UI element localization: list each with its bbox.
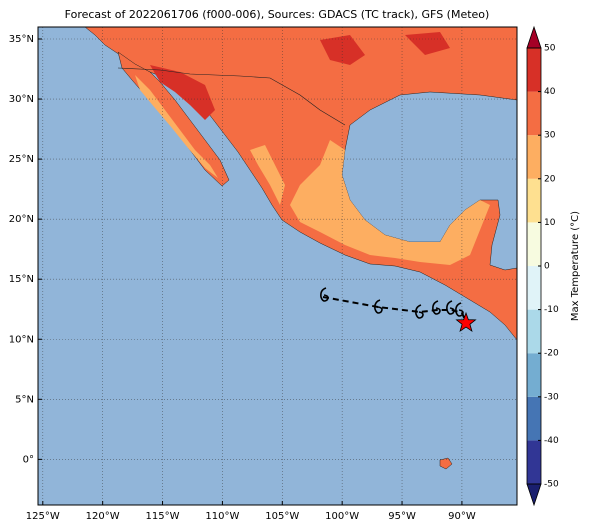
colorbar-segment xyxy=(527,48,541,92)
colorbar-tick-label: 50 xyxy=(544,44,556,54)
lat-tick-label: 25°N xyxy=(9,154,34,165)
tc-position-star xyxy=(455,311,477,333)
colorbar-segment xyxy=(527,440,541,484)
colorbar-segment xyxy=(527,222,541,266)
island xyxy=(439,457,453,470)
lat-tick-label: 35°N xyxy=(9,34,34,45)
colorbar-tick-label: -30 xyxy=(544,392,559,402)
lon-tick-label: 110°W xyxy=(205,511,239,522)
warm-zone xyxy=(135,75,218,178)
warm-zone xyxy=(290,140,490,265)
lon-tick-label: 115°W xyxy=(146,511,180,522)
colorbar-segment xyxy=(527,178,541,223)
colorbar-tick-label: -40 xyxy=(544,436,559,446)
hot-zone xyxy=(320,35,365,65)
colorbar-segment xyxy=(527,91,541,136)
lon-tick-label: 105°W xyxy=(265,511,299,522)
lat-tick-label: 20°N xyxy=(9,214,34,225)
lat-tick-label: 0° xyxy=(23,454,34,465)
lon-tick-label: 125°W xyxy=(26,511,60,522)
colorbar-tick-label: 20 xyxy=(544,174,556,184)
lon-tick-label: 90°W xyxy=(448,511,476,522)
lat-tick-label: 5°N xyxy=(15,394,34,405)
lat-tick-label: 30°N xyxy=(9,94,34,105)
country-borders xyxy=(117,67,346,126)
lat-tick-label: 10°N xyxy=(9,334,34,345)
lat-tick-label: 15°N xyxy=(9,274,34,285)
map-title: Forecast of 2022061706 (f000-006), Sourc… xyxy=(65,8,490,21)
colorbar-tick-label: 0 xyxy=(544,262,550,272)
colorbar-label: Max Temperature (°C) xyxy=(570,211,581,321)
colorbar-segment xyxy=(527,353,541,397)
colorbar-tick-label: 40 xyxy=(544,87,556,97)
lon-tick-label: 95°W xyxy=(388,511,416,522)
colorbar-tick-label: 30 xyxy=(544,131,556,141)
map-frame xyxy=(37,26,518,506)
colorbar-segment xyxy=(527,309,541,354)
colorbar-tick-label: -20 xyxy=(544,349,559,359)
hot-zone xyxy=(405,32,450,55)
tc-symbols xyxy=(320,287,464,319)
colorbar-tick-label: -50 xyxy=(544,480,559,490)
colorbar-segment xyxy=(527,396,541,441)
colorbar-tick-label: -10 xyxy=(544,305,559,315)
colorbar-under xyxy=(526,483,542,507)
warm-zone xyxy=(250,145,285,205)
colorbar-segment xyxy=(527,135,541,179)
colorbar-segment xyxy=(527,266,541,310)
map-area xyxy=(38,27,517,505)
lon-tick-label: 120°W xyxy=(86,511,120,522)
colorbar: -50 -40 -30 -20 -10 0 10 20 30 40 50 xyxy=(526,25,559,507)
lon-tick-label: 100°W xyxy=(325,511,359,522)
colorbar-tick-label: 10 xyxy=(544,218,556,228)
colorbar-over xyxy=(526,25,542,49)
grid xyxy=(38,27,517,505)
hot-zone xyxy=(150,65,215,120)
